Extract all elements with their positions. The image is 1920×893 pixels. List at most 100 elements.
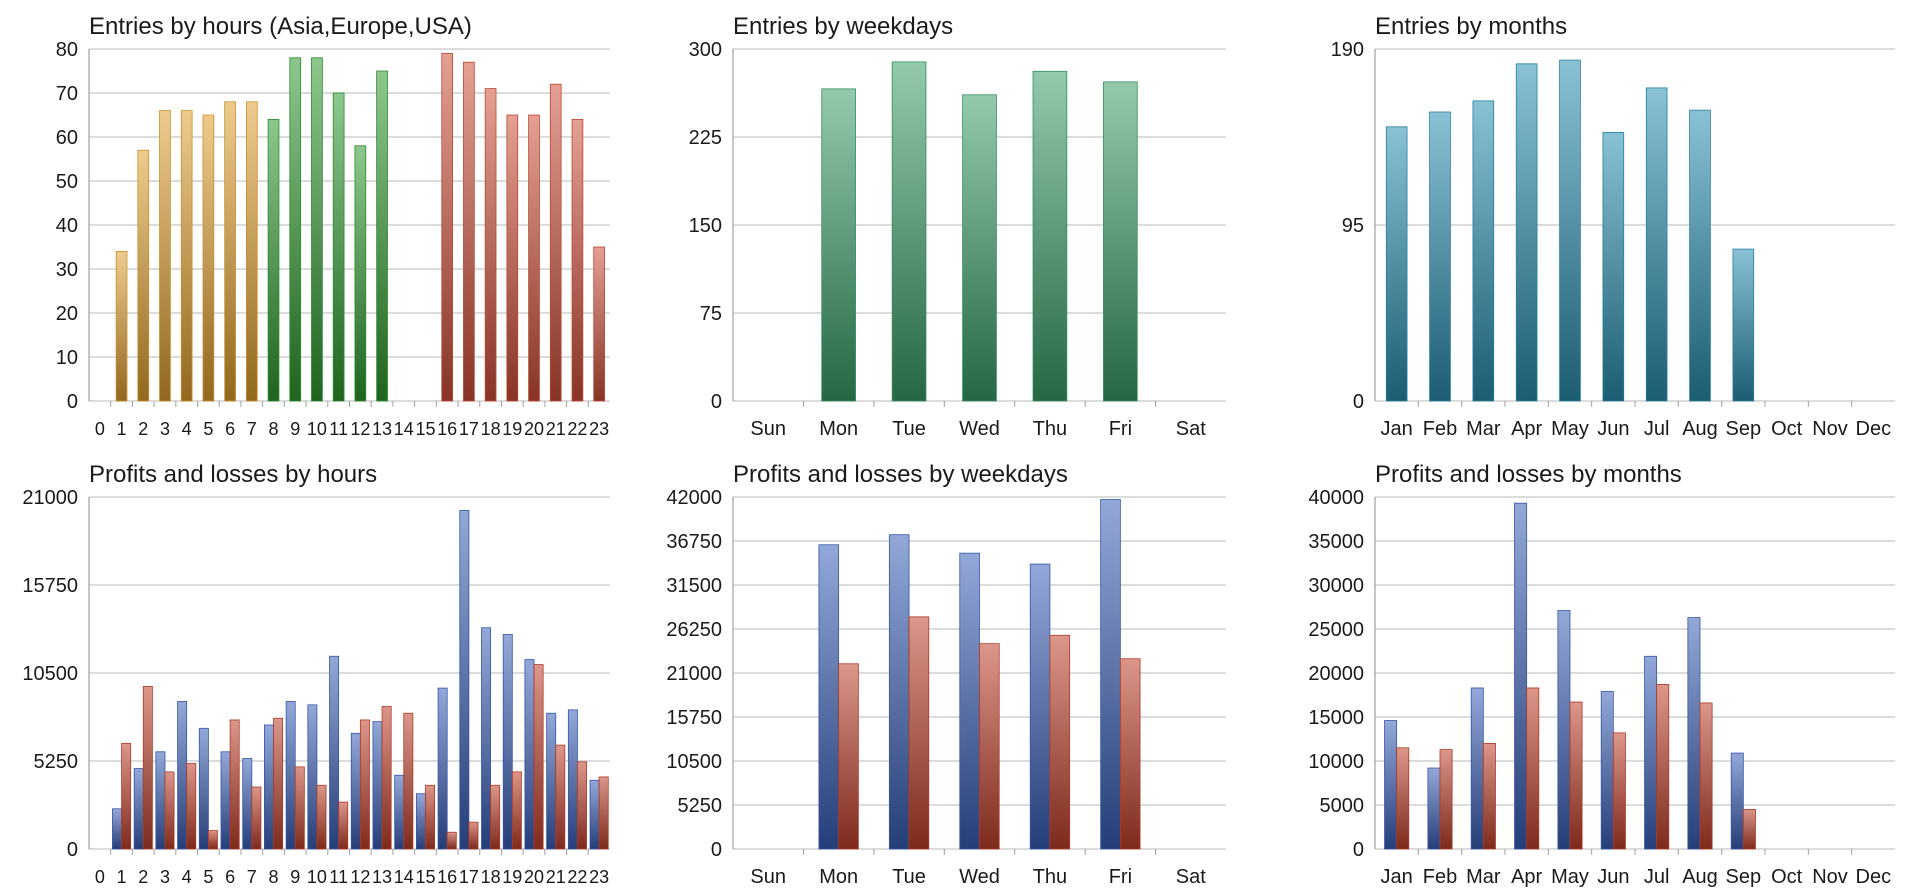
bar-series-1 — [285, 701, 296, 850]
x-tick-label: Dec — [1856, 866, 1892, 888]
y-tick-label: 0 — [711, 839, 722, 861]
bar-series-2 — [381, 706, 392, 850]
x-tick-label: 5 — [203, 419, 213, 439]
x-tick-label: 15 — [415, 867, 435, 887]
x-tick-label: 18 — [481, 867, 501, 887]
x-tick-label: 13 — [372, 419, 392, 439]
x-tick-label: 7 — [247, 419, 257, 439]
y-tick-label: 35000 — [1308, 531, 1364, 553]
bar — [891, 61, 927, 402]
bar-series-1 — [1470, 687, 1484, 850]
x-tick-label: Aug — [1682, 418, 1718, 440]
y-tick-label: 95 — [1342, 215, 1364, 237]
y-tick-label: 75 — [700, 303, 722, 325]
y-tick-label: 40 — [56, 215, 78, 237]
x-tick-label: Sun — [750, 866, 786, 888]
y-tick-label: 10500 — [666, 751, 722, 773]
bar-series-2 — [979, 643, 1000, 850]
bar — [267, 119, 280, 402]
bar-series-1 — [459, 510, 470, 850]
bar — [311, 57, 323, 402]
x-tick-label: Mon — [819, 418, 858, 440]
x-tick-label: Thu — [1033, 866, 1067, 888]
chart-title: Entries by hours (Asia,Europe,USA) — [89, 13, 472, 40]
y-tick-label: 0 — [67, 839, 78, 861]
bar-series-2 — [1482, 743, 1496, 850]
bar — [1515, 63, 1538, 402]
y-tick-label: 36750 — [666, 531, 722, 553]
y-tick-label: 0 — [1353, 391, 1364, 413]
chart-profits-losses-by-weekdays: Profits and losses by weekdays 0 5250 1050… — [666, 461, 1226, 888]
bar — [180, 110, 193, 402]
x-tick-label: Dec — [1856, 418, 1892, 440]
x-tick-label: 0 — [95, 419, 105, 439]
bar — [224, 101, 236, 402]
bar-series-2 — [121, 743, 132, 850]
y-tick-label: 15750 — [22, 575, 78, 597]
bar-series-2 — [1612, 732, 1626, 850]
bar-series-1 — [350, 732, 361, 850]
bar — [962, 94, 997, 402]
x-tick-label: 9 — [290, 867, 300, 887]
bar — [1472, 100, 1495, 402]
bar-series-1 — [1730, 752, 1744, 850]
x-tick-label: Mar — [1466, 418, 1501, 440]
bar-series-2 — [164, 771, 175, 850]
x-tick-label: Apr — [1511, 866, 1542, 888]
x-tick-label: Fri — [1109, 866, 1132, 888]
x-tick-label: 22 — [567, 867, 587, 887]
bar-series-1 — [242, 758, 253, 850]
x-tick-label: 5 — [203, 867, 213, 887]
bar — [441, 53, 454, 402]
x-tick-label: Sun — [750, 418, 786, 440]
bar-series-1 — [1644, 655, 1658, 850]
x-tick-label: 9 — [290, 419, 300, 439]
bar-series-1 — [415, 793, 426, 850]
bar — [593, 246, 605, 402]
bar — [821, 88, 856, 402]
bar-series-1 — [502, 634, 513, 850]
x-tick-label: Aug — [1682, 866, 1718, 888]
bar-series-2 — [1119, 658, 1141, 850]
x-tick-label: Sep — [1726, 866, 1762, 888]
bar-series-1 — [1514, 502, 1528, 850]
bar-series-2 — [273, 717, 284, 850]
chart-profits-losses-by-hours: Profits and losses by hours 052501050015… — [22, 461, 610, 887]
bar-series-2 — [207, 830, 218, 850]
x-tick-label: Oct — [1771, 418, 1803, 440]
x-tick-label: 2 — [138, 419, 148, 439]
chart-title: Profits and losses by months — [1375, 461, 1682, 488]
x-tick-label: 13 — [372, 867, 392, 887]
x-tick-label: 1 — [117, 419, 127, 439]
bar-series-1 — [307, 704, 318, 850]
bar-series-1 — [1100, 499, 1121, 850]
bar-series-2 — [577, 761, 587, 850]
x-tick-label: 11 — [329, 419, 348, 439]
bar-series-1 — [524, 659, 535, 850]
bar-series-2 — [908, 616, 930, 850]
bar-series-1 — [1029, 563, 1051, 850]
x-tick-label: Jun — [1597, 418, 1629, 440]
bar — [1645, 87, 1668, 402]
y-tick-label: 5000 — [1320, 795, 1365, 817]
bar-series-2 — [403, 712, 414, 850]
x-tick-label: May — [1551, 418, 1589, 440]
x-tick-label: 3 — [160, 419, 170, 439]
y-tick-label: 30 — [56, 259, 78, 281]
x-tick-label: 8 — [269, 419, 279, 439]
chart-entries-by-hours: Entries by hours (Asia,Europe,USA) 01020… — [56, 13, 610, 439]
bar-series-2 — [1049, 634, 1071, 850]
bar-series-2 — [425, 784, 435, 850]
y-tick-label: 26250 — [666, 619, 722, 641]
bar — [1032, 70, 1068, 402]
x-tick-label: 3 — [160, 867, 170, 887]
bar-series-1 — [1557, 610, 1571, 850]
bar-series-2 — [251, 786, 262, 850]
x-tick-label: Wed — [959, 866, 1000, 888]
y-tick-label: 21000 — [22, 487, 78, 509]
x-tick-label: Mon — [819, 866, 858, 888]
x-tick-label: 7 — [247, 867, 257, 887]
bar — [484, 88, 497, 402]
x-tick-label: 15 — [415, 419, 435, 439]
chart-title: Entries by weekdays — [733, 13, 953, 40]
